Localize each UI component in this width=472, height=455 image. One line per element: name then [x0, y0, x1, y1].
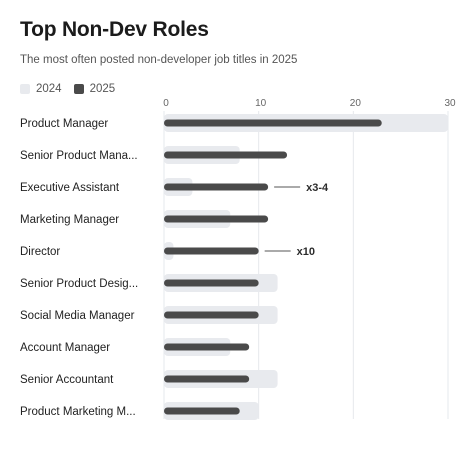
bar-2025: [164, 151, 288, 159]
legend-label-2025: 2025: [89, 83, 116, 95]
annotation-label: x10: [297, 246, 315, 258]
legend: 2024 2025: [20, 83, 115, 95]
x-tick-label: 30: [444, 98, 456, 109]
bar-2025: [164, 375, 250, 383]
category-label: Senior Accountant: [20, 374, 114, 386]
bar-2025: [164, 279, 259, 287]
bar-2025: [164, 183, 269, 191]
chart-title: Top Non-Dev Roles: [20, 18, 209, 41]
x-tick-label: 10: [255, 98, 267, 109]
category-label: Marketing Manager: [20, 214, 119, 226]
x-tick-label: 0: [163, 98, 169, 109]
bar-2025: [164, 407, 240, 415]
annotation-label: x3-4: [306, 182, 329, 194]
bar-2025: [164, 311, 259, 319]
category-label: Senior Product Mana...: [20, 150, 138, 162]
legend-swatch-2024: [20, 84, 30, 94]
bar-2025: [164, 119, 382, 127]
bar-2025: [164, 247, 259, 255]
legend-item-2024: 2024: [20, 83, 62, 95]
x-tick-label: 20: [350, 98, 362, 109]
category-label: Product Manager: [20, 118, 108, 130]
category-label: Director: [20, 246, 60, 258]
category-label: Executive Assistant: [20, 182, 120, 194]
category-label: Account Manager: [20, 342, 110, 354]
category-label: Social Media Manager: [20, 310, 135, 322]
legend-label-2024: 2024: [36, 83, 62, 95]
legend-item-2025: 2025: [73, 83, 116, 95]
legend-swatch-2025: [73, 84, 84, 94]
category-label: Senior Product Desig...: [20, 278, 138, 290]
bar-2025: [164, 215, 269, 223]
category-label: Product Marketing M...: [20, 406, 136, 418]
chart-subtitle: The most often posted non-developer job …: [20, 54, 298, 66]
bar-2025: [164, 343, 250, 351]
